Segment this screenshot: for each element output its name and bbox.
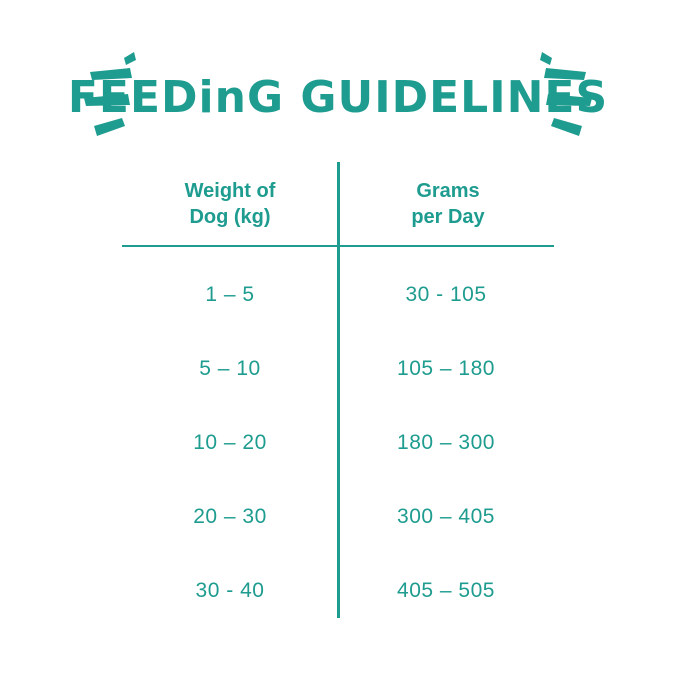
brush-strokes-left-icon bbox=[84, 52, 136, 136]
weight-cell: 20 – 30 bbox=[193, 505, 267, 528]
weight-cell: 30 - 40 bbox=[195, 579, 265, 602]
table-row: 10 – 20 180 – 300 bbox=[122, 406, 554, 480]
header-grams-line1: Grams bbox=[416, 180, 480, 202]
grams-cell: 180 – 300 bbox=[397, 431, 495, 454]
feeding-table: 1 – 5 30 - 105 5 – 10 105 – 180 10 – 20 … bbox=[122, 258, 554, 628]
header-weight-line2: Dog (kg) bbox=[189, 206, 271, 228]
header-divider bbox=[122, 245, 554, 247]
header-weight: Weight of Dog (kg) bbox=[122, 178, 338, 230]
table-row: 30 - 40 405 – 505 bbox=[122, 554, 554, 628]
column-divider bbox=[337, 162, 340, 618]
page-title: FEEDinG GUIDELINES bbox=[67, 72, 609, 123]
table-row: 5 – 10 105 – 180 bbox=[122, 332, 554, 406]
grams-cell: 300 – 405 bbox=[397, 505, 495, 528]
header-grams: Grams per Day bbox=[340, 178, 556, 230]
table-row: 1 – 5 30 - 105 bbox=[122, 258, 554, 332]
weight-cell: 5 – 10 bbox=[199, 357, 261, 380]
brush-strokes-right-icon bbox=[540, 52, 592, 136]
header-weight-line1: Weight of bbox=[184, 180, 276, 202]
table-row: 20 – 30 300 – 405 bbox=[122, 480, 554, 554]
grams-cell: 405 – 505 bbox=[397, 579, 495, 602]
grams-cell: 30 - 105 bbox=[405, 283, 487, 306]
header-grams-line2: per Day bbox=[411, 206, 485, 228]
weight-cell: 10 – 20 bbox=[193, 431, 267, 454]
weight-cell: 1 – 5 bbox=[205, 283, 255, 306]
grams-cell: 105 – 180 bbox=[397, 357, 495, 380]
